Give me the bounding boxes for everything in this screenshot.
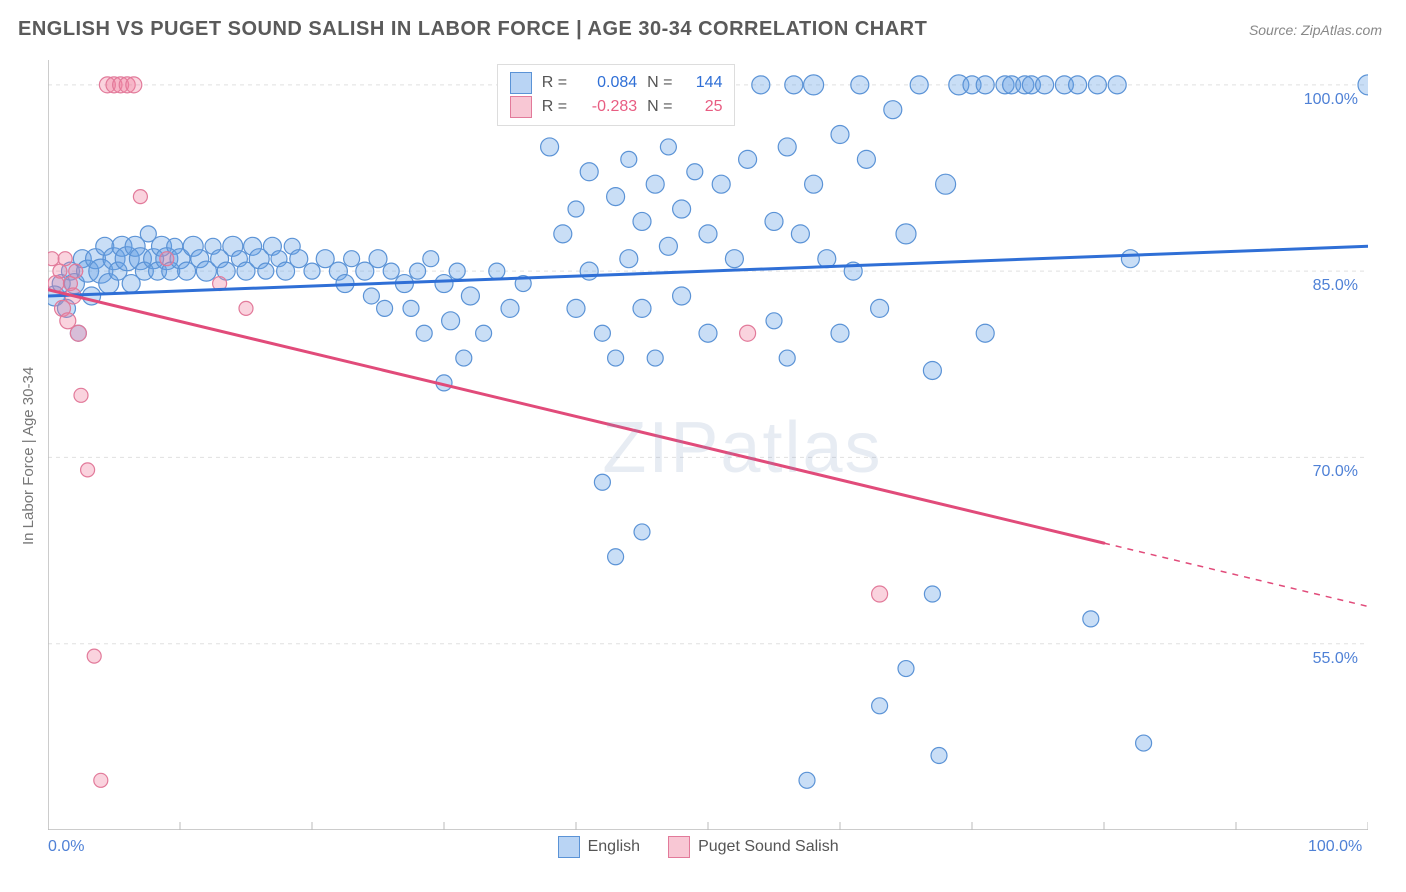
- r-value-english: 0.084: [577, 71, 637, 95]
- y-tick-label: 70.0%: [1278, 463, 1358, 481]
- swatch-english: [510, 72, 532, 94]
- legend-item-salish: Puget Sound Salish: [668, 836, 839, 858]
- legend-stats-row-english: R = 0.084 N = 144: [510, 71, 723, 95]
- r-label: R =: [542, 95, 567, 119]
- legend-stats: R = 0.084 N = 144 R = -0.283 N = 25: [497, 64, 736, 126]
- y-tick-label: 55.0%: [1278, 650, 1358, 668]
- chart-title: ENGLISH VS PUGET SOUND SALISH IN LABOR F…: [18, 18, 927, 41]
- y-tick-label: 100.0%: [1278, 91, 1358, 109]
- chart-source: Source: ZipAtlas.com: [1249, 22, 1382, 38]
- swatch-salish: [668, 836, 690, 858]
- n-value-salish: 25: [682, 95, 722, 119]
- r-label: R =: [542, 71, 567, 95]
- legend-item-english: English: [558, 836, 640, 858]
- legend-stats-row-salish: R = -0.283 N = 25: [510, 95, 723, 119]
- legend-label-salish: Puget Sound Salish: [698, 838, 839, 856]
- n-label: N =: [647, 95, 672, 119]
- x-tick-label: 100.0%: [1308, 838, 1362, 856]
- n-value-english: 144: [682, 71, 722, 95]
- n-label: N =: [647, 71, 672, 95]
- r-value-salish: -0.283: [577, 95, 637, 119]
- scatter-svg: [48, 60, 1368, 830]
- swatch-english: [558, 836, 580, 858]
- swatch-salish: [510, 96, 532, 118]
- x-tick-label: 0.0%: [48, 838, 84, 856]
- legend-series: English Puget Sound Salish: [550, 834, 847, 860]
- y-axis-label: In Labor Force | Age 30-34: [20, 367, 37, 545]
- y-tick-label: 85.0%: [1278, 277, 1358, 295]
- plot-area: [48, 60, 1368, 830]
- legend-label-english: English: [588, 838, 640, 856]
